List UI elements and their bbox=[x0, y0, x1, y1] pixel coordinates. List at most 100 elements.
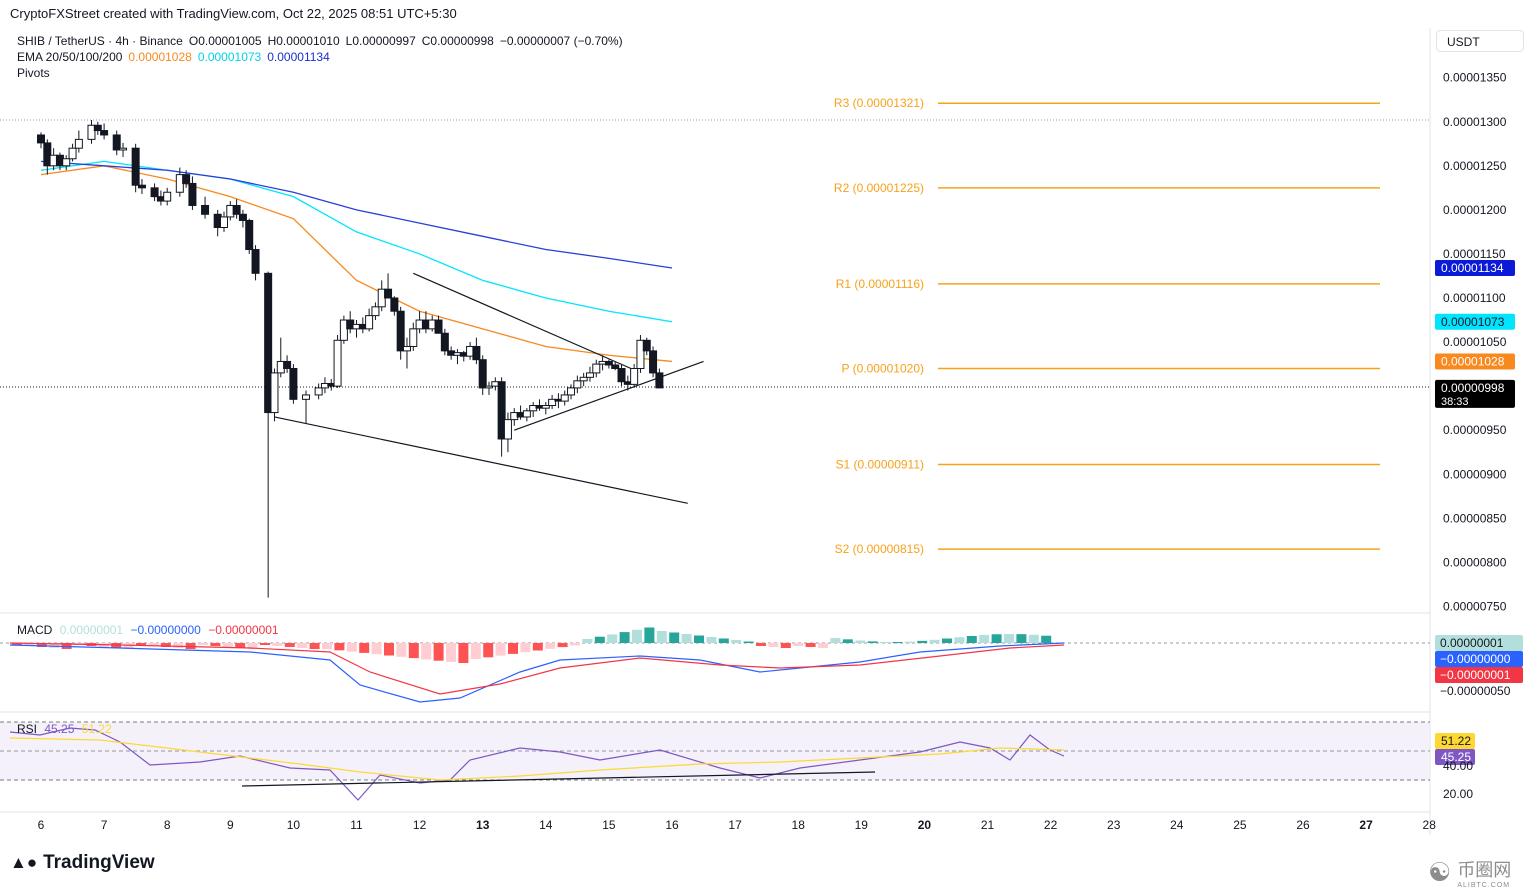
candle-body bbox=[201, 204, 210, 215]
rsi-label[interactable]: RSI bbox=[17, 722, 38, 736]
price-tick: 0.00000750 bbox=[1443, 599, 1507, 613]
macd-badge-label: −0.00000000 bbox=[1440, 652, 1511, 666]
macd-hist-bar bbox=[756, 643, 766, 646]
rsi-divergence-line bbox=[241, 771, 876, 787]
close-value: C0.00000998 bbox=[421, 34, 494, 48]
macd-hist-bar bbox=[284, 643, 295, 647]
candle-body bbox=[384, 288, 393, 299]
macd-hist-bar bbox=[247, 643, 258, 649]
candle-body bbox=[371, 306, 380, 317]
macd-hist-bar bbox=[160, 643, 171, 647]
rsi-badge-label: 45.25 bbox=[1441, 750, 1471, 764]
time-tick: 22 bbox=[1044, 818, 1058, 832]
candle-body bbox=[163, 191, 172, 202]
macd-hist-bar bbox=[297, 643, 308, 648]
macd-hist-bar bbox=[979, 634, 990, 643]
candle-body bbox=[548, 398, 557, 407]
macd-hist-bar bbox=[1004, 634, 1014, 643]
candle-body bbox=[541, 405, 550, 409]
macd-hist-bar bbox=[508, 643, 518, 654]
price-tick: 0.00001150 bbox=[1443, 247, 1506, 261]
tradingview-logo[interactable]: ▲● TradingView bbox=[10, 852, 155, 874]
candle-body bbox=[522, 410, 531, 418]
macd-hist-bar bbox=[706, 637, 717, 643]
candle-body bbox=[43, 142, 52, 167]
price-tick: 0.00000800 bbox=[1443, 555, 1507, 569]
change-value: −0.00000007 (−0.70%) bbox=[499, 34, 623, 48]
price-tick: 0.00001050 bbox=[1443, 335, 1507, 349]
tv-logo-text: TradingView bbox=[43, 852, 155, 873]
high-value: H0.00001010 bbox=[267, 34, 340, 48]
macd-hist-bar bbox=[780, 643, 791, 648]
time-tick: 12 bbox=[413, 818, 427, 832]
price-badge-label: 0.00000998 bbox=[1441, 381, 1505, 395]
pivots-label[interactable]: Pivots bbox=[17, 66, 50, 80]
candle-body bbox=[390, 297, 399, 312]
candle-body bbox=[604, 360, 613, 366]
candle-body bbox=[478, 359, 487, 389]
time-tick: 15 bbox=[602, 818, 616, 832]
pivot-label: P (0.00001020) bbox=[841, 362, 924, 376]
macd-hist-bar bbox=[198, 643, 208, 645]
rsi-badge-label: 51.22 bbox=[1441, 734, 1471, 748]
macd-hist-bar bbox=[1041, 635, 1052, 643]
watermark-icon: ☯ bbox=[1428, 857, 1452, 887]
macd-hist-bar bbox=[656, 631, 667, 643]
macd-hist-bar bbox=[991, 634, 1002, 643]
candle-body bbox=[270, 372, 279, 414]
price-tick: 0.00001300 bbox=[1443, 115, 1507, 129]
macd-badge-label: −0.00000001 bbox=[1440, 668, 1511, 682]
macd-hist-bar bbox=[954, 637, 965, 643]
macd-hist-bar bbox=[731, 640, 742, 643]
candle-body bbox=[264, 272, 273, 414]
macd-hist-bar bbox=[322, 643, 332, 649]
rsi-tick: 20.00 bbox=[1443, 787, 1473, 801]
signal-line bbox=[9, 642, 1065, 695]
currency-selector[interactable]: USDT bbox=[1436, 30, 1524, 52]
candle-body bbox=[283, 360, 292, 370]
time-tick: 19 bbox=[855, 818, 869, 832]
candle-body bbox=[87, 124, 96, 140]
macd-hist-bar bbox=[557, 643, 568, 648]
rsi-badge bbox=[1435, 749, 1475, 765]
macd-hist-bar bbox=[371, 643, 382, 655]
price-badge bbox=[1435, 353, 1515, 370]
candle-body bbox=[232, 204, 241, 215]
trend-line bbox=[413, 272, 632, 370]
candle-body bbox=[68, 147, 77, 160]
watermark-text: 币圈网 bbox=[1457, 860, 1512, 880]
macd-hist-bar bbox=[694, 635, 704, 643]
macd-hist-bar bbox=[185, 643, 196, 649]
candle-body bbox=[649, 350, 658, 374]
macd-hist-bar bbox=[545, 643, 556, 649]
macd-line bbox=[9, 642, 1065, 703]
ema-label[interactable]: EMA 20/50/100/200 bbox=[17, 50, 123, 64]
time-tick: 16 bbox=[665, 818, 679, 832]
candle-body bbox=[238, 213, 247, 221]
candle-body bbox=[396, 310, 405, 352]
candle-body bbox=[62, 158, 71, 167]
macd-legend: MACD 0.00000001 −0.00000000 −0.00000001 bbox=[17, 623, 279, 637]
rsi-badge bbox=[1435, 733, 1475, 749]
candle-body bbox=[503, 419, 512, 440]
time-tick: 23 bbox=[1107, 818, 1121, 832]
symbol-label[interactable]: SHIB / TetherUS · 4h · Binance bbox=[17, 34, 183, 48]
candle-body bbox=[339, 319, 348, 341]
macd-hist-bar bbox=[842, 639, 853, 643]
candle-body bbox=[611, 364, 620, 370]
macd-hist-bar bbox=[136, 643, 146, 645]
macd-badge-label: 0.00000001 bbox=[1440, 636, 1504, 650]
trend-line bbox=[274, 416, 688, 504]
low-value: L0.00000997 bbox=[345, 34, 416, 48]
time-tick: 9 bbox=[227, 818, 234, 832]
candle-body bbox=[131, 147, 140, 186]
macd-label[interactable]: MACD bbox=[17, 623, 53, 637]
candle-body bbox=[560, 394, 569, 402]
macd-hist-bar bbox=[855, 640, 866, 643]
time-tick: 17 bbox=[728, 818, 742, 832]
macd-hist-bar bbox=[24, 643, 35, 646]
macd-hist-bar bbox=[718, 638, 729, 643]
candle-body bbox=[440, 332, 449, 352]
macd-line-value: −0.00000000 bbox=[130, 623, 201, 637]
